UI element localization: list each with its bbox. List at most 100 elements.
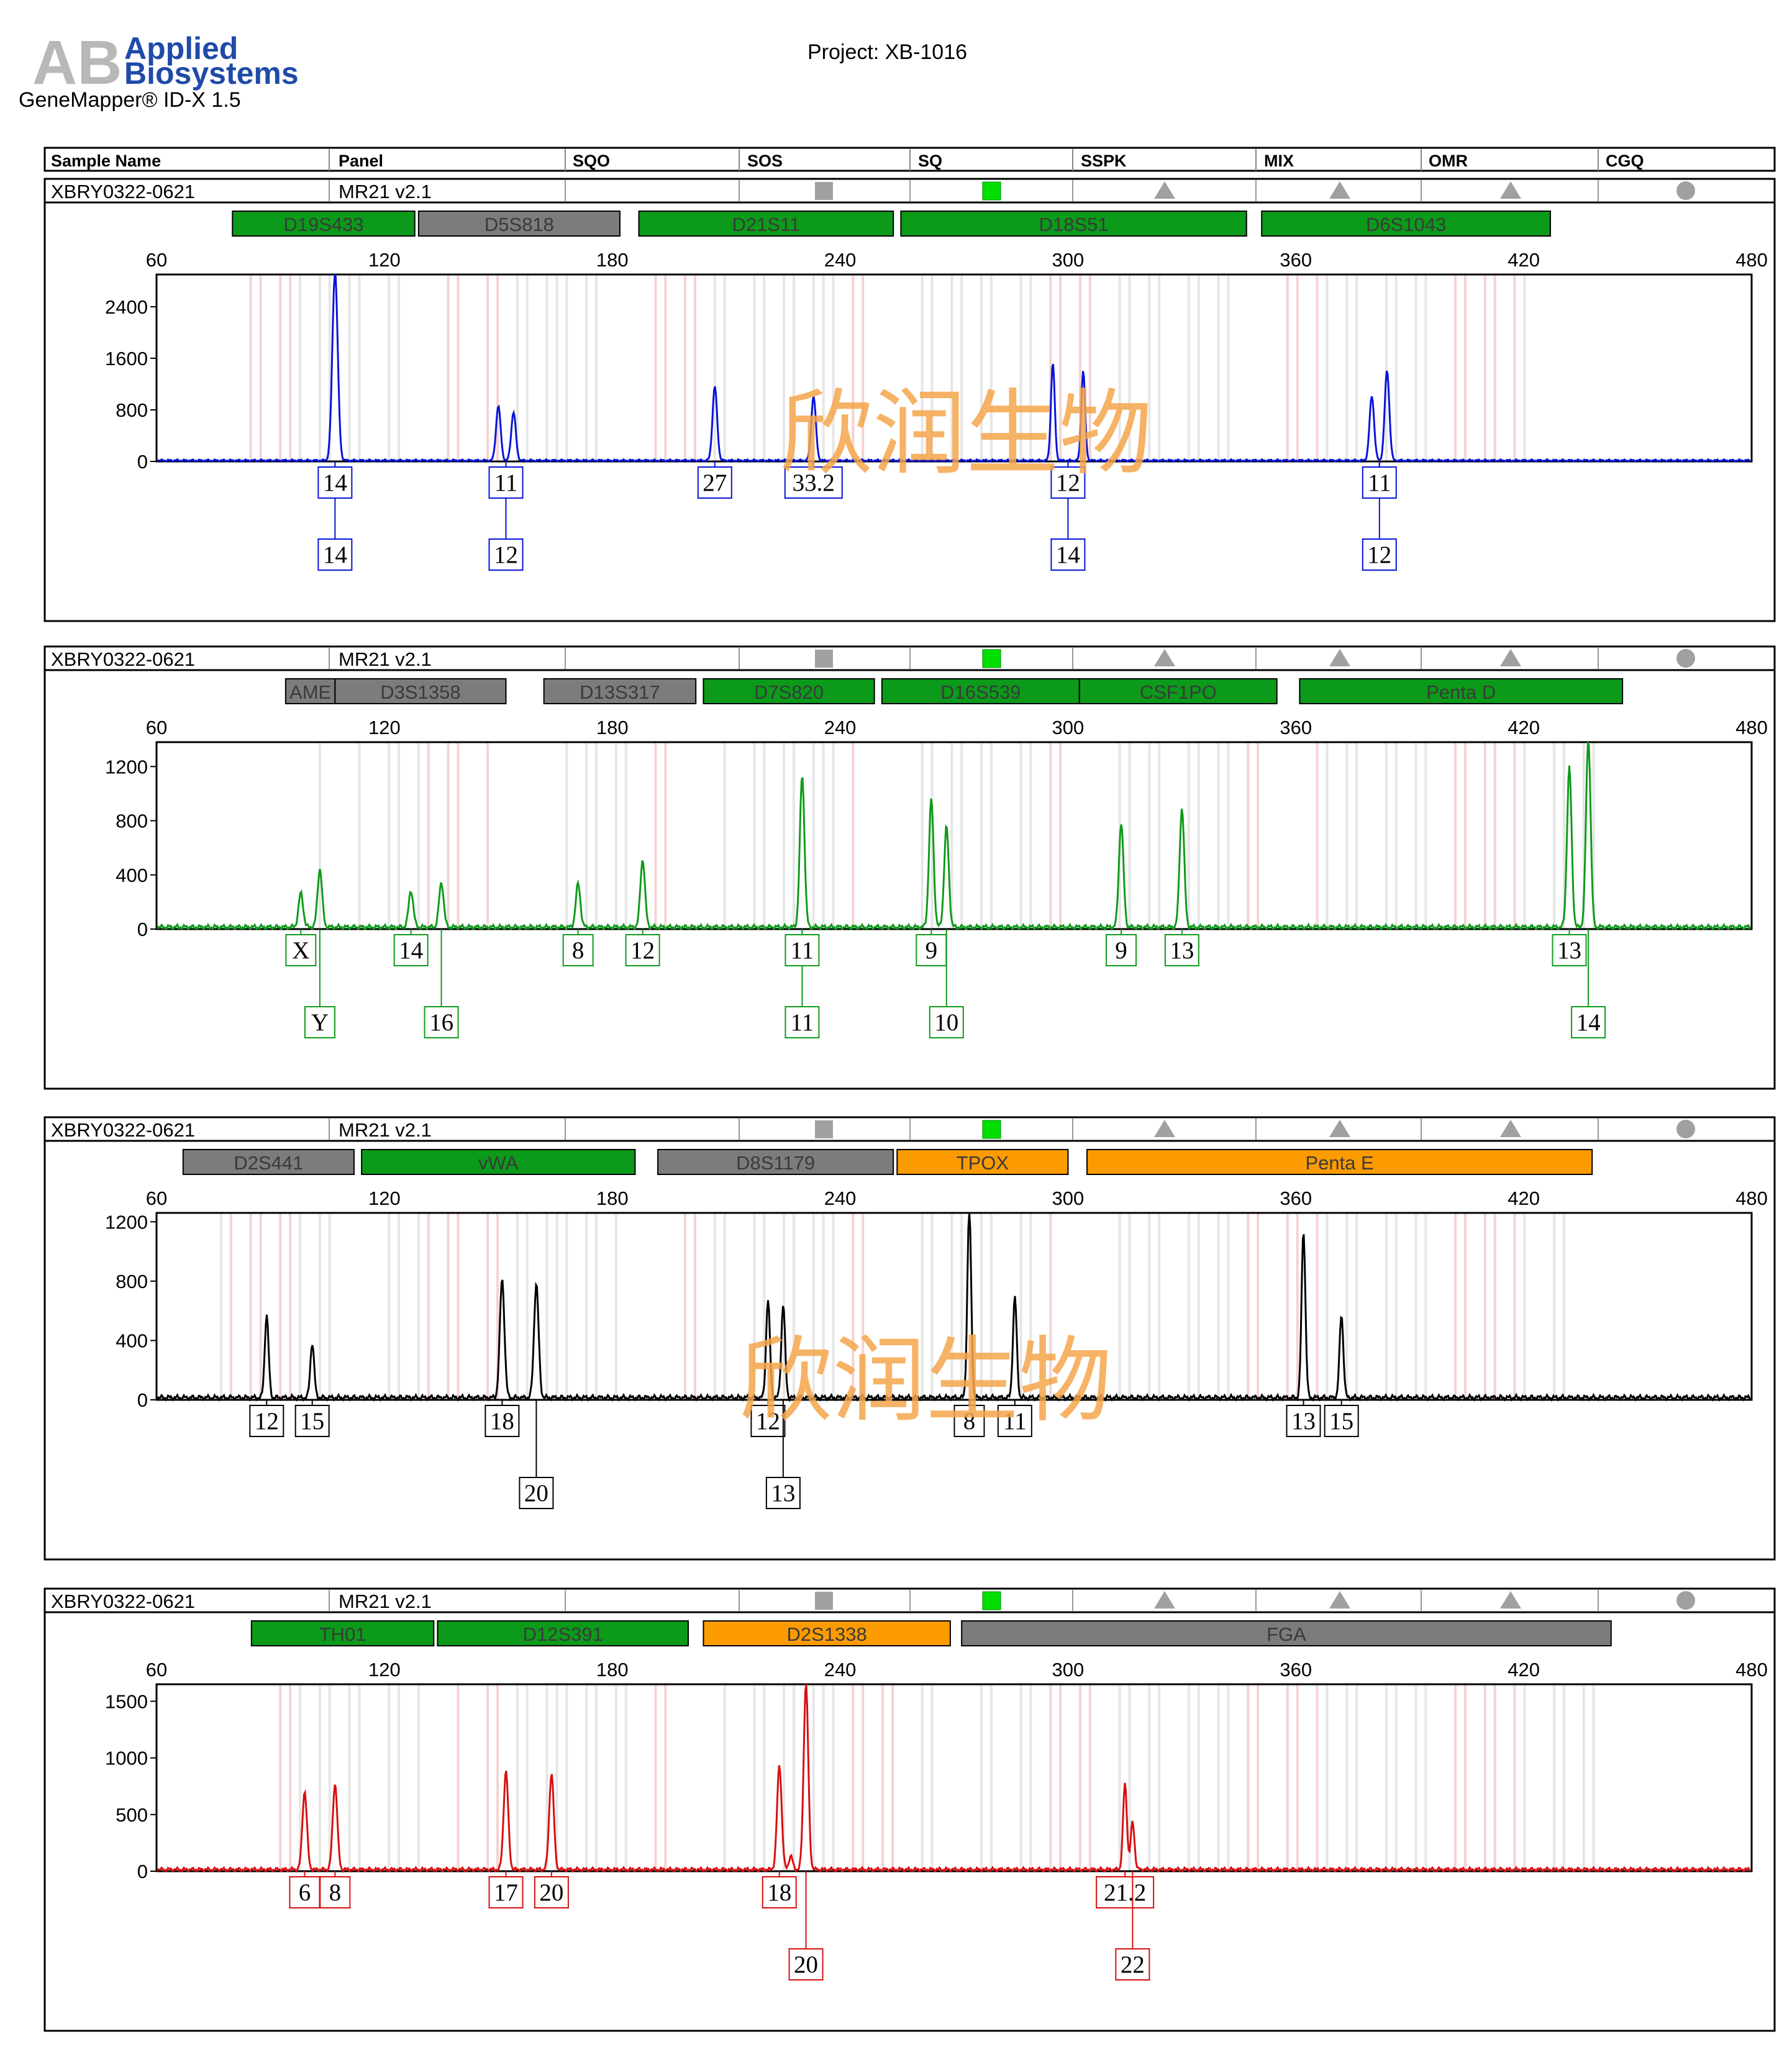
allele-box	[285, 934, 317, 966]
marker-label: D18S51	[1039, 214, 1109, 235]
y-tick-label: 0	[137, 1389, 148, 1411]
allele-box	[1362, 538, 1397, 571]
panel-name: MR21 v2.1	[339, 181, 432, 202]
applied-biosystems-logo: AB Applied Biosystems	[32, 28, 299, 98]
x-tick-label: 240	[824, 717, 857, 738]
sos-square-icon	[815, 182, 833, 200]
allele-label: Y	[311, 1009, 329, 1036]
plot-area	[155, 1212, 1753, 1401]
panel-name: MR21 v2.1	[339, 648, 432, 670]
marker-label: Penta E	[1305, 1152, 1373, 1174]
x-tick-label: 360	[1280, 1659, 1312, 1681]
y-tick-label: 800	[116, 399, 148, 421]
allele-box	[294, 1405, 330, 1437]
marker-label: FGA	[1267, 1623, 1306, 1645]
allele-box	[1050, 538, 1086, 571]
x-tick-label: 420	[1508, 1187, 1540, 1209]
allele-box	[562, 934, 594, 966]
column-header-sample-name: Sample Name	[51, 152, 161, 170]
x-tick-label: 240	[824, 1187, 857, 1209]
allele-box	[1106, 934, 1137, 966]
column-header-sqo: SQO	[573, 152, 610, 170]
panel-name: MR21 v2.1	[339, 1119, 432, 1141]
x-tick-label: 360	[1280, 1187, 1312, 1209]
allele-box	[317, 538, 353, 571]
x-tick-label: 300	[1052, 717, 1085, 738]
x-tick-label: 480	[1735, 717, 1768, 738]
marker-label: D5S818	[484, 214, 554, 235]
allele-label: 13	[1557, 937, 1581, 964]
mix-triangle-icon	[1329, 649, 1350, 666]
x-tick-label: 300	[1052, 1659, 1085, 1681]
trace-line	[157, 274, 1751, 463]
sample-row	[43, 1587, 1776, 1613]
allele-box	[785, 934, 820, 966]
y-tick-label: 0	[137, 451, 148, 473]
logo-text-line2: Biosystems	[124, 56, 299, 91]
allele-box	[1552, 934, 1587, 966]
marker-bar-tpox	[896, 1149, 1069, 1175]
x-tick-label: 120	[368, 717, 401, 738]
allele-label: 12	[630, 937, 655, 964]
allele-box	[929, 1006, 964, 1038]
marker-bar-d13s317	[543, 678, 697, 704]
x-tick-label: 180	[596, 717, 629, 738]
omr-triangle-icon	[1500, 1120, 1521, 1137]
allele-box	[1050, 466, 1086, 499]
sq-pass-square-icon	[982, 1120, 1001, 1139]
logo-letters: AB	[32, 28, 122, 98]
y-tick-label: 400	[116, 1330, 148, 1351]
allele-label: 12	[1367, 542, 1391, 568]
x-tick-label: 420	[1508, 717, 1540, 738]
allele-box	[488, 1876, 524, 1908]
y-tick-label: 800	[116, 810, 148, 832]
marker-bar-d7s820	[703, 678, 875, 704]
allele-label: 14	[323, 542, 347, 568]
marker-label: D3S1358	[380, 681, 460, 703]
allele-label: 9	[1115, 937, 1127, 964]
column-header-row: Sample Name Panel SQO SOS SQ SSPK MIX OMR CGQ	[43, 147, 1776, 172]
allele-box	[393, 934, 429, 966]
sample-row	[43, 1116, 1776, 1142]
allele-label: 13	[1291, 1408, 1316, 1435]
allele-label: 12	[255, 1408, 279, 1435]
allele-label: 13	[1170, 937, 1194, 964]
allele-box	[249, 1405, 284, 1437]
project-title: Project: XB-1016	[807, 40, 967, 64]
allele-label: 20	[794, 1951, 818, 1978]
allele-label: 12	[494, 542, 518, 568]
allele-label: 13	[771, 1480, 795, 1507]
software-version: GeneMapper® ID-X 1.5	[19, 88, 241, 112]
sample-name: XBRY0322-0621	[51, 181, 195, 202]
allele-label: X	[292, 937, 309, 964]
x-tick-label: 480	[1735, 249, 1768, 271]
plot-area	[155, 1683, 1753, 1872]
allele-box	[784, 466, 843, 499]
allele-label: 8	[572, 937, 584, 964]
marker-bar-d21s11	[638, 211, 894, 237]
x-tick-label: 480	[1735, 1187, 1768, 1209]
x-tick-label: 420	[1508, 1659, 1540, 1681]
allele-label: 14	[399, 937, 423, 964]
x-tick-label: 240	[824, 249, 857, 271]
marker-bar-d19s433	[232, 211, 416, 237]
y-tick-label: 0	[137, 919, 148, 940]
panel-green: XBRY0322-0621 MR21 v2.1 AME D3S1358 D13S317 D…	[43, 645, 1776, 1090]
allele-label: 11	[1368, 470, 1391, 496]
marker-label: D16S539	[940, 681, 1021, 703]
allele-label: 22	[1121, 1951, 1145, 1978]
sq-pass-square-icon	[982, 1591, 1001, 1610]
allele-box	[317, 466, 353, 499]
watermark-text: 欣润生物	[739, 1327, 1112, 1435]
y-tick-label: 0	[137, 1861, 148, 1882]
allele-label: 16	[429, 1009, 453, 1036]
marker-label: Penta D	[1426, 681, 1496, 703]
y-tick-label: 1200	[105, 1211, 148, 1233]
sample-row	[43, 645, 1776, 671]
y-tick-label: 500	[116, 1804, 148, 1826]
marker-bar-csf1po	[1078, 678, 1278, 704]
allele-label: 20	[524, 1480, 548, 1507]
sq-pass-square-icon	[982, 181, 1001, 201]
allele-label: 11	[791, 1009, 814, 1036]
